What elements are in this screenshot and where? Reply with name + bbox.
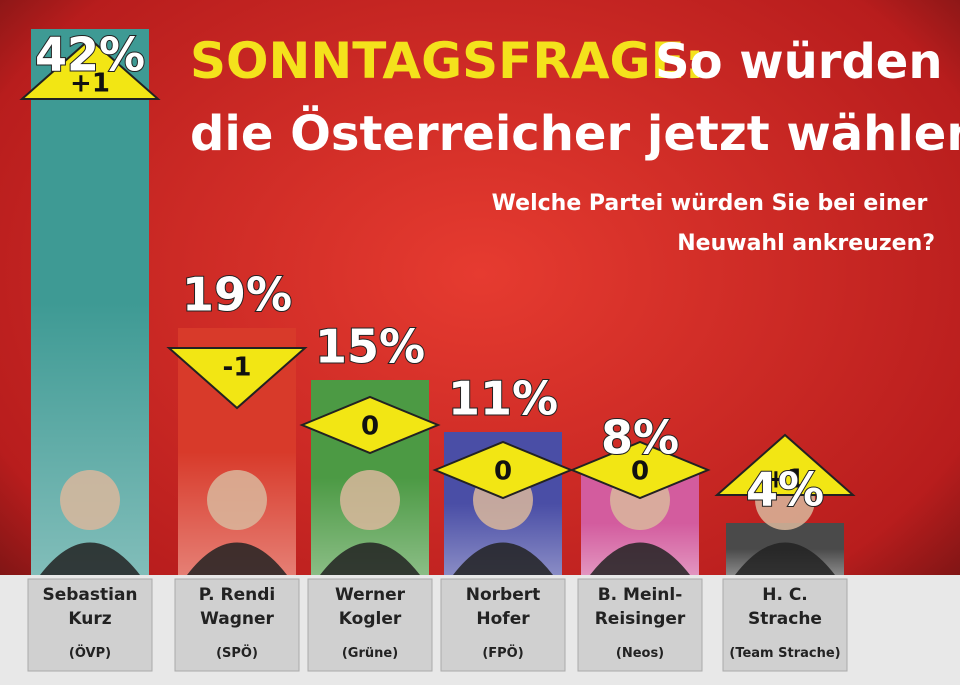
party-label: (Neos) bbox=[616, 646, 664, 661]
value-label: 42% bbox=[35, 28, 145, 82]
candidate-name: Norbert bbox=[466, 585, 541, 605]
portrait-body bbox=[187, 542, 287, 575]
value-label: 11% bbox=[448, 372, 558, 426]
candidate-name: P. Rendi bbox=[199, 585, 275, 605]
candidate-name: Werner bbox=[335, 585, 406, 605]
change-marker bbox=[166, 347, 308, 410]
change-label: 0 bbox=[631, 457, 649, 487]
change-marker bbox=[19, 37, 161, 100]
label-box bbox=[440, 578, 566, 672]
change-marker bbox=[714, 433, 856, 496]
portrait-body bbox=[735, 542, 835, 575]
title-line: So würden bbox=[655, 34, 943, 90]
candidate-name: Hofer bbox=[476, 609, 530, 629]
change-marker bbox=[569, 440, 711, 500]
chart-title: So würden die Österreicher jetzt wählen bbox=[190, 34, 960, 162]
label-box bbox=[577, 578, 703, 672]
change-label: -1 bbox=[223, 353, 252, 383]
portrait-body bbox=[320, 542, 420, 575]
candidate-name: Reisinger bbox=[595, 609, 686, 629]
label-box bbox=[27, 578, 153, 672]
value-label: 19% bbox=[182, 268, 292, 322]
party-label: (ÖVP) bbox=[69, 645, 111, 661]
party-label: (SPÖ) bbox=[216, 645, 258, 661]
value-label: 4% bbox=[746, 463, 824, 517]
change-label: +1 bbox=[70, 69, 110, 99]
candidate-name: Wagner bbox=[200, 609, 274, 629]
change-label: 0 bbox=[361, 412, 379, 442]
label-box bbox=[174, 578, 300, 672]
title-line: die Österreicher jetzt wählen bbox=[190, 105, 960, 162]
portrait-body bbox=[453, 542, 553, 575]
subtitle-line: Neuwahl ankreuzen? bbox=[677, 231, 935, 256]
change-marker bbox=[299, 395, 441, 455]
candidate-name: Kurz bbox=[68, 609, 111, 629]
subtitle: Welche Partei würden Sie bei einer Neuwa… bbox=[492, 191, 935, 256]
party-label: (Team Strache) bbox=[729, 646, 840, 661]
portrait-head bbox=[60, 470, 120, 530]
candidate-name: Strache bbox=[748, 609, 822, 629]
change-label: +1 bbox=[765, 465, 805, 495]
party-label: (Grüne) bbox=[342, 646, 398, 661]
change-label: 0 bbox=[494, 457, 512, 487]
subtitle-line: Welche Partei würden Sie bei einer bbox=[492, 191, 928, 216]
portrait-body bbox=[40, 542, 140, 575]
label-box bbox=[307, 578, 433, 672]
candidate-name: B. Meinl- bbox=[598, 585, 683, 605]
portrait-head bbox=[340, 470, 400, 530]
portrait-head bbox=[207, 470, 267, 530]
value-label: 8% bbox=[601, 411, 679, 465]
candidate-name: H. C. bbox=[762, 585, 808, 605]
label-box bbox=[722, 578, 848, 672]
title-highlight: SONNTAGSFRAGE: bbox=[190, 32, 705, 90]
portrait-body bbox=[590, 542, 690, 575]
party-label: (FPÖ) bbox=[482, 645, 523, 661]
candidate-name: Sebastian bbox=[42, 585, 137, 605]
candidate-name: Kogler bbox=[339, 609, 402, 629]
value-label: 15% bbox=[315, 320, 425, 374]
